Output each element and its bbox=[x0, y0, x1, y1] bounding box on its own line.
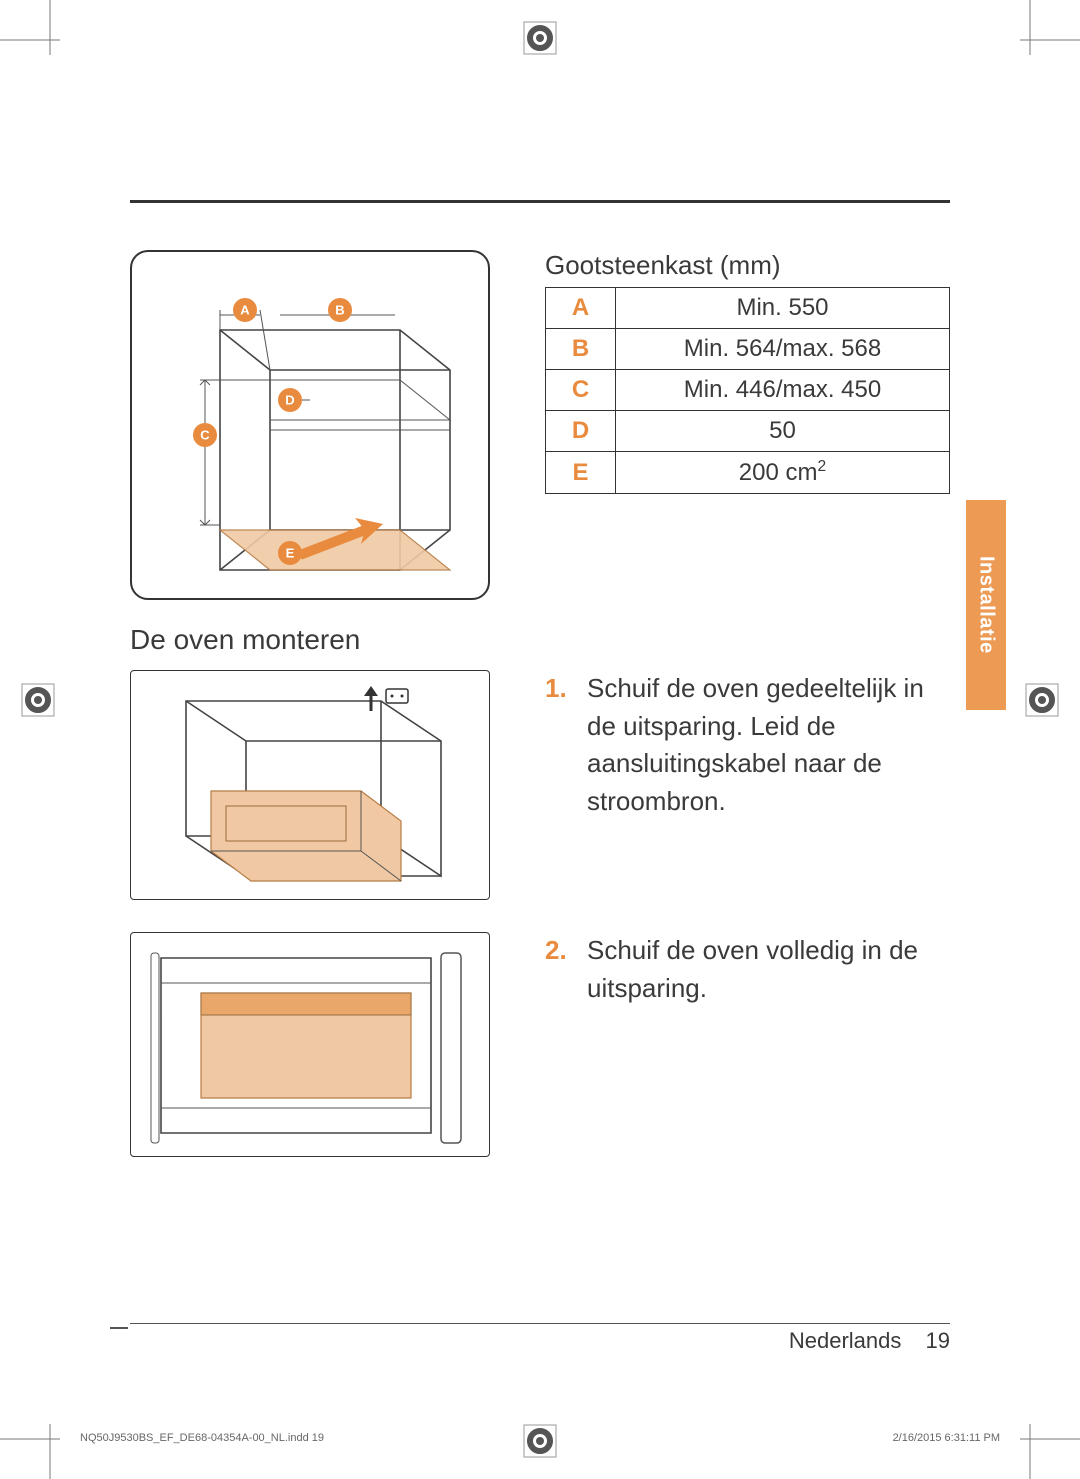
mount-step2-figure bbox=[130, 932, 490, 1157]
step-text: Schuif de oven gedeeltelijk in de uitspa… bbox=[587, 670, 950, 821]
page-footer: Nederlands 19 bbox=[789, 1328, 950, 1354]
svg-text:E: E bbox=[286, 546, 295, 561]
svg-text:A: A bbox=[240, 303, 250, 318]
step-2: 2. Schuif de oven volledig in de uitspar… bbox=[545, 932, 950, 1007]
table-row: E200 cm2 bbox=[546, 452, 950, 494]
footer-rule bbox=[130, 1323, 950, 1324]
svg-text:B: B bbox=[335, 303, 344, 318]
footer-meta-timestamp: 2/16/2015 6:31:11 PM bbox=[893, 1432, 1000, 1444]
svg-text:D: D bbox=[285, 393, 294, 408]
dimension-key: E bbox=[546, 452, 616, 494]
dimension-key: B bbox=[546, 329, 616, 370]
table-title: Gootsteenkast (mm) bbox=[545, 250, 950, 281]
dimension-key: A bbox=[546, 288, 616, 329]
table-row: D50 bbox=[546, 411, 950, 452]
step-number: 2. bbox=[545, 932, 573, 1007]
dimension-value: Min. 564/max. 568 bbox=[616, 329, 950, 370]
table-row: CMin. 446/max. 450 bbox=[546, 370, 950, 411]
dimension-value: Min. 446/max. 450 bbox=[616, 370, 950, 411]
page-content: A B C D E Gootsteenkast (mm) AMin. 550BM… bbox=[130, 250, 950, 1299]
dimension-key: C bbox=[546, 370, 616, 411]
section-tab-label: Installatie bbox=[975, 556, 998, 654]
dimensions-table: AMin. 550BMin. 564/max. 568CMin. 446/max… bbox=[545, 287, 950, 494]
footer-rule-tick bbox=[110, 1327, 128, 1329]
footer-meta-filename: NQ50J9530BS_EF_DE68-04354A-00_NL.indd 19 bbox=[80, 1432, 324, 1444]
step-number: 1. bbox=[545, 670, 573, 821]
dimension-value: 200 cm2 bbox=[616, 452, 950, 494]
dimension-key: D bbox=[546, 411, 616, 452]
table-row: BMin. 564/max. 568 bbox=[546, 329, 950, 370]
step-1: 1. Schuif de oven gedeeltelijk in de uit… bbox=[545, 670, 950, 821]
table-row: AMin. 550 bbox=[546, 288, 950, 329]
step-text: Schuif de oven volledig in de uitsparing… bbox=[587, 932, 950, 1007]
header-rule bbox=[130, 200, 950, 203]
footer-language: Nederlands bbox=[789, 1328, 902, 1353]
svg-text:C: C bbox=[200, 428, 210, 443]
dimension-value: 50 bbox=[616, 411, 950, 452]
mount-step1-figure bbox=[130, 670, 490, 900]
footer-page-number: 19 bbox=[926, 1328, 950, 1353]
cabinet-diagram: A B C D E bbox=[130, 250, 490, 600]
dimension-value: Min. 550 bbox=[616, 288, 950, 329]
mount-subheading: De oven monteren bbox=[130, 624, 950, 656]
section-tab: Installatie bbox=[966, 500, 1006, 710]
